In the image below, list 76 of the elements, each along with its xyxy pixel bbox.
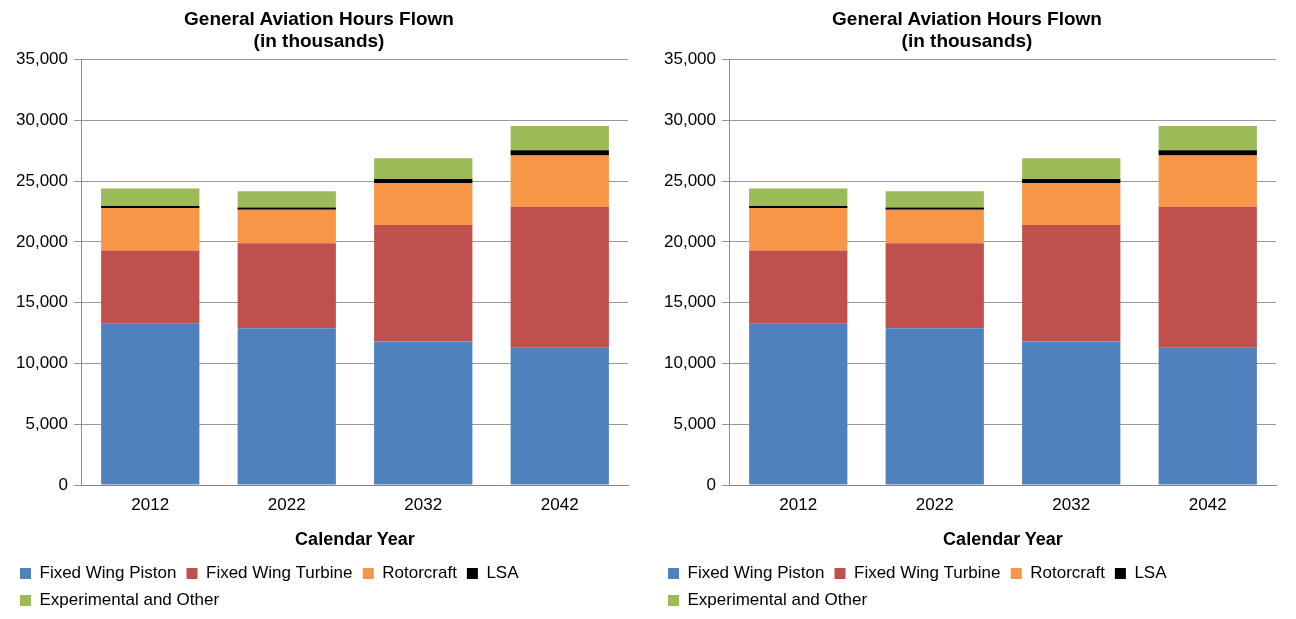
bar	[510, 347, 609, 485]
y-tick-label: 35,000	[16, 49, 68, 69]
bar	[237, 328, 336, 485]
bar	[1158, 126, 1257, 151]
y-tick-label: 10,000	[664, 353, 716, 373]
bar	[237, 191, 336, 208]
x-tick-label: 2022	[267, 494, 306, 514]
bar	[101, 323, 200, 485]
x-tick-label: 2042	[1188, 494, 1227, 514]
bar	[1158, 347, 1257, 485]
bar	[885, 191, 984, 208]
legend-label: Experimental and Other	[39, 590, 220, 610]
legend-label: LSA	[1134, 563, 1168, 583]
bar	[1022, 178, 1121, 183]
y-tick-label: 10,000	[16, 353, 68, 373]
bar	[1022, 341, 1121, 485]
bar	[374, 182, 473, 225]
bar	[101, 188, 200, 206]
bar	[1022, 158, 1121, 179]
bar	[885, 328, 984, 485]
y-tick-label: 15,000	[664, 292, 716, 312]
x-tick-label: 2032	[1052, 494, 1091, 514]
x-tick-label: 2012	[779, 494, 818, 514]
chart-title: General Aviation Hours Flown (in thousands)	[184, 7, 454, 52]
y-tick-label: 0	[706, 474, 716, 494]
legend-label: Fixed Wing Turbine	[206, 563, 353, 583]
bar	[510, 126, 609, 151]
x-axis-title: Calendar Year	[943, 529, 1063, 550]
y-tick-label: 35,000	[664, 49, 716, 69]
bar	[237, 207, 336, 210]
bar	[1158, 206, 1257, 348]
legend-label: LSA	[486, 563, 520, 583]
y-tick-label: 20,000	[664, 231, 716, 251]
bar	[374, 158, 473, 179]
y-tick-label: 25,000	[664, 170, 716, 190]
bar	[101, 207, 200, 251]
y-tick-label: 20,000	[16, 231, 68, 251]
bar	[374, 224, 473, 342]
legend-label: Fixed Wing Turbine	[854, 563, 1001, 583]
y-tick-label: 25,000	[16, 170, 68, 190]
bar	[510, 206, 609, 348]
y-tick-label: 5,000	[673, 413, 716, 433]
bar	[885, 207, 984, 210]
y-tick-label: 15,000	[16, 292, 68, 312]
y-tick-label: 0	[58, 474, 68, 494]
bar	[374, 341, 473, 485]
y-tick-label: 30,000	[664, 110, 716, 130]
chart-title: General Aviation Hours Flown (in thousands)	[832, 7, 1102, 52]
bar	[237, 243, 336, 329]
legend-label: Experimental and Other	[687, 590, 868, 610]
y-tick-label: 30,000	[16, 110, 68, 130]
bar	[749, 188, 848, 206]
x-tick-label: 2032	[404, 494, 443, 514]
y-tick-label: 5,000	[25, 413, 68, 433]
bar	[1158, 150, 1257, 156]
bar	[749, 323, 848, 485]
bar	[237, 209, 336, 244]
x-axis-title: Calendar Year	[295, 529, 415, 550]
bar	[749, 207, 848, 251]
x-tick-label: 2042	[540, 494, 579, 514]
bar	[885, 243, 984, 329]
legend-label: Rotorcraft	[382, 563, 458, 583]
bar	[1158, 155, 1257, 207]
legend-label: Fixed Wing Piston	[687, 563, 825, 583]
bar	[374, 178, 473, 183]
bar	[1022, 182, 1121, 225]
x-tick-label: 2022	[915, 494, 954, 514]
bar	[749, 250, 848, 324]
legend-label: Rotorcraft	[1030, 563, 1106, 583]
x-tick-label: 2012	[131, 494, 170, 514]
legend-label: Fixed Wing Piston	[39, 563, 177, 583]
bar	[885, 209, 984, 244]
bar	[510, 155, 609, 207]
bar	[1022, 224, 1121, 342]
bar	[101, 250, 200, 324]
bar	[510, 150, 609, 156]
